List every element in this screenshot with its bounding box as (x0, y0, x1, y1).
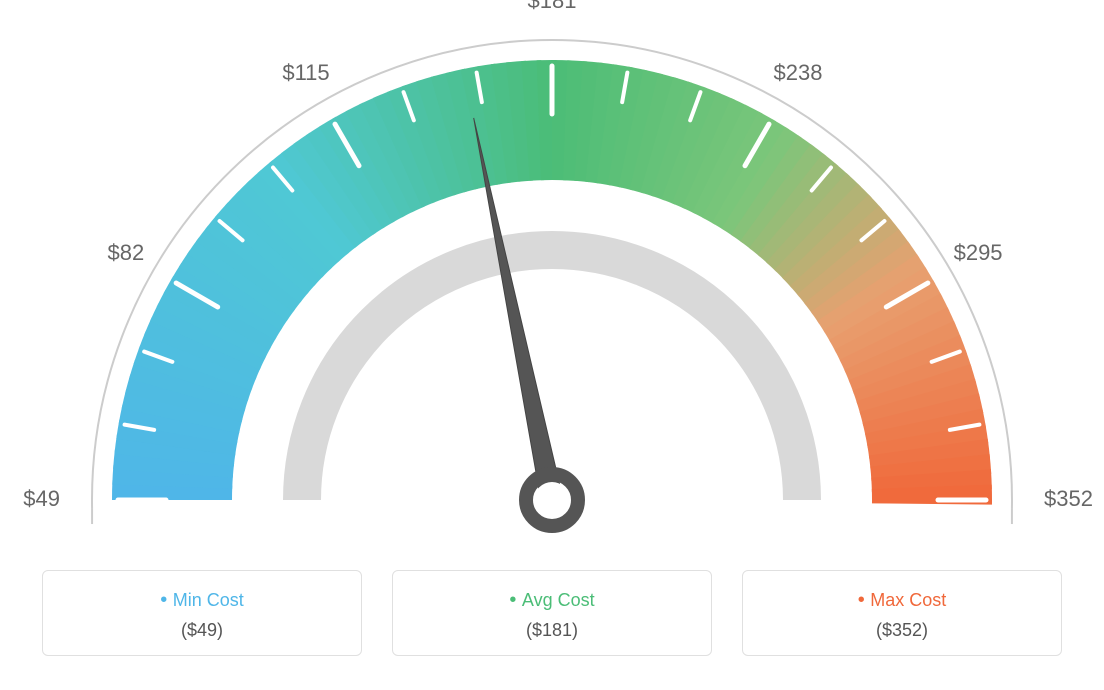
gauge-tick-label: $115 (282, 60, 329, 85)
legend-value-max: ($352) (753, 620, 1051, 641)
gauge-tick-label: $238 (774, 60, 823, 85)
gauge-tick-label: $352 (1044, 486, 1093, 511)
gauge-tick-label: $82 (108, 240, 145, 265)
gauge-tick-label: $295 (954, 240, 1003, 265)
legend-label-max: Max Cost (753, 589, 1051, 612)
legend-value-avg: ($181) (403, 620, 701, 641)
legend-card-min: Min Cost ($49) (42, 570, 362, 656)
legend-label-avg: Avg Cost (403, 589, 701, 612)
legend-value-min: ($49) (53, 620, 351, 641)
legend-label-min: Min Cost (53, 589, 351, 612)
gauge-chart: $49 $82 $115 $181 $238 $295 $352 (0, 0, 1104, 560)
legend-card-avg: Avg Cost ($181) (392, 570, 712, 656)
gauge-color-arc (112, 60, 992, 505)
gauge-tick-label: $181 (528, 0, 577, 13)
gauge-tick-label: $49 (23, 486, 60, 511)
legend-row: Min Cost ($49) Avg Cost ($181) Max Cost … (0, 570, 1104, 656)
legend-card-max: Max Cost ($352) (742, 570, 1062, 656)
gauge-svg: $49 $82 $115 $181 $238 $295 $352 (0, 0, 1104, 560)
